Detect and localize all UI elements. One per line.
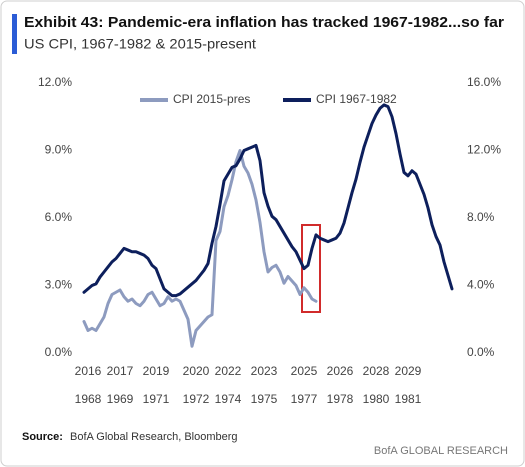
x2-tick-label: 1980 [363,392,390,406]
x-tick-label: 2025 [291,364,318,378]
x-tick-label: 2028 [363,364,390,378]
y-tick-label: 12.0% [38,75,72,89]
x2-tick-label: 1975 [251,392,278,406]
chart-title: Exhibit 43: Pandemic-era inflation has t… [24,14,504,31]
legend-label: CPI 2015-pres [173,92,250,106]
y2-tick-label: 8.0% [467,210,495,224]
legend-label: CPI 1967-1982 [316,92,397,106]
x-tick-label: 2017 [107,364,134,378]
x2-tick-label: 1972 [183,392,210,406]
y2-tick-label: 16.0% [467,75,501,89]
source: BofA Global Research, Bloomberg [70,431,238,443]
x2-tick-label: 1977 [291,392,318,406]
x2-tick-label: 1968 [75,392,102,406]
line-series [82,103,454,298]
highlight-box [301,224,321,313]
branding: BofA GLOBAL RESEARCH [374,445,508,457]
x-tick-label: 2022 [215,364,242,378]
x-tick-label: 2026 [327,364,354,378]
x2-tick-label: 1978 [327,392,354,406]
chart-subtitle: US CPI, 1967-1982 & 2015-present [24,36,256,52]
x-tick-label: 2016 [75,364,102,378]
y2-tick-label: 0.0% [467,345,495,359]
line-series [82,149,318,348]
x2-tick-label: 1971 [143,392,170,406]
y-tick-label: 6.0% [45,210,73,224]
y2-tick-label: 12.0% [467,143,501,157]
y-tick-label: 9.0% [45,143,73,157]
source-label: Source: [22,431,63,443]
y2-tick-label: 4.0% [467,278,495,292]
x-tick-label: 2019 [143,364,170,378]
y-tick-label: 3.0% [45,278,73,292]
x2-tick-label: 1974 [215,392,242,406]
x2-tick-label: 1981 [395,392,422,406]
accent-bar [12,14,17,54]
y-tick-label: 0.0% [45,345,73,359]
x-tick-label: 2020 [183,364,210,378]
x-tick-label: 2029 [395,364,422,378]
x2-tick-label: 1969 [107,392,134,406]
x-tick-label: 2023 [251,364,278,378]
